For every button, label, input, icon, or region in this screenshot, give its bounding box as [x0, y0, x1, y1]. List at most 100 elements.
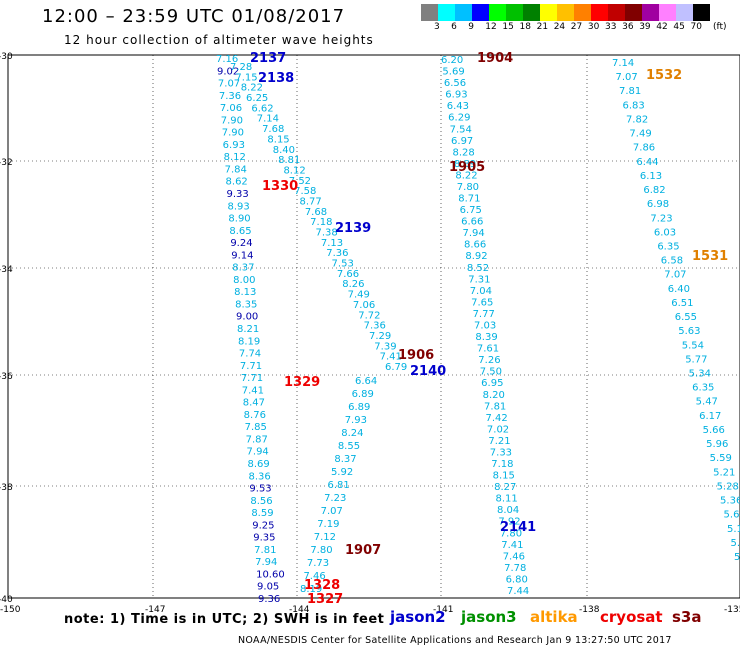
- swh-value-track-b: 7.18: [310, 217, 332, 228]
- color-swatch: [421, 4, 438, 21]
- track-label: 1328: [304, 578, 340, 593]
- color-swatch: [676, 4, 693, 21]
- swh-value-track-e: 6.44: [636, 157, 658, 168]
- swh-value-track-c: 7.50: [480, 367, 502, 378]
- color-swatch: [642, 4, 659, 21]
- satellite-cryosat: cryosat: [600, 608, 663, 626]
- swh-value-track-a: 9.00: [236, 312, 258, 323]
- track-label: 2141: [500, 520, 536, 535]
- swh-value-track-e: 7.23: [650, 213, 672, 224]
- swh-value-track-a: 8.65: [229, 226, 251, 237]
- swh-value-track-e: 5.63: [678, 326, 700, 337]
- track-label: 1905: [449, 160, 485, 175]
- swh-value-track-c: 8.28: [452, 147, 474, 158]
- swh-value-track-a: 8.69: [248, 459, 270, 470]
- swh-value-track-b: 7.72: [358, 310, 380, 321]
- color-swatch: [540, 4, 557, 21]
- swh-value-track-c: 8.20: [483, 390, 505, 401]
- swh-value-track-a: 8.59: [251, 508, 273, 519]
- color-legend-label: 33: [605, 22, 617, 32]
- swh-value-track-d: 6.89: [352, 389, 374, 400]
- swh-value-track-e: 5.28: [717, 481, 739, 492]
- swh-value-track-a: 7.90: [221, 115, 243, 126]
- swh-value-track-d: 8.19: [300, 584, 322, 595]
- credit-line: NOAA/NESDIS Center for Satellite Applica…: [238, 635, 672, 646]
- swh-value-track-a: 9.53: [249, 484, 271, 495]
- lon-label: -144: [289, 605, 310, 615]
- swh-value-track-e: 5.66: [703, 425, 725, 436]
- swh-value-track-e: 6.35: [692, 383, 714, 394]
- swh-value-track-a: 9.36: [258, 594, 280, 605]
- swh-value-track-a: 8.62: [226, 177, 248, 188]
- swh-value-track-e: 5.47: [696, 397, 718, 408]
- swh-value-track-d: 5.92: [331, 467, 353, 478]
- swh-value-track-b: 7.52: [289, 176, 311, 187]
- swh-value-track-a: 9.24: [230, 238, 252, 249]
- swh-value-track-e: 7.07: [615, 72, 637, 83]
- color-swatch: [608, 4, 625, 21]
- swh-value-track-a: 8.12: [224, 152, 246, 163]
- color-swatch: [625, 4, 642, 21]
- swh-value-track-c: 7.94: [463, 228, 485, 239]
- swh-value-track-e: 6.13: [640, 171, 662, 182]
- swh-value-track-d: 8.55: [338, 441, 360, 452]
- track-label: 2140: [410, 364, 446, 379]
- color-swatch: [557, 4, 574, 21]
- swh-value-track-d: 8.37: [334, 454, 356, 465]
- swh-value-track-a: 7.16: [216, 54, 238, 65]
- swh-value-track-b: 6.25: [246, 93, 268, 104]
- swh-value-track-b: 7.66: [337, 269, 359, 280]
- swh-value-track-b: 7.06: [353, 300, 375, 311]
- swh-value-track-c: 7.42: [485, 413, 507, 424]
- satellite-jason3: jason3: [461, 608, 517, 626]
- lon-label: -150: [0, 605, 21, 615]
- swh-value-track-e: 5.59: [710, 453, 732, 464]
- swh-value-track-b: 7.39: [374, 341, 396, 352]
- swh-value-track-a: 8.47: [243, 398, 265, 409]
- color-swatch: [455, 4, 472, 21]
- swh-value-track-a: 8.93: [227, 201, 249, 212]
- swh-value-track-b: 8.77: [299, 196, 321, 207]
- swh-value-track-c: 7.54: [450, 124, 472, 135]
- swh-value-track-e: 6.55: [675, 312, 697, 323]
- swh-value-track-c: 7.81: [484, 401, 506, 412]
- lat-label: -40: [0, 595, 13, 605]
- swh-value-track-a: 7.90: [222, 128, 244, 139]
- swh-value-track-c: 7.18: [491, 459, 513, 470]
- swh-value-track-e: 5.1: [727, 524, 740, 535]
- lat-label: -32: [0, 158, 13, 168]
- swh-value-track-c: 8.89: [454, 159, 476, 170]
- swh-value-track-a: 9.33: [227, 189, 249, 200]
- swh-value-track-e: 6.51: [671, 298, 693, 309]
- swh-value-track-c: 8.39: [475, 332, 497, 343]
- swh-value-track-d: 7.73: [307, 558, 329, 569]
- swh-value-track-e: 6.17: [699, 411, 721, 422]
- swh-value-track-a: 7.06: [220, 103, 242, 114]
- lat-label: -34: [0, 265, 13, 275]
- swh-value-track-a: 8.13: [234, 287, 256, 298]
- swh-value-track-a: 8.90: [228, 214, 250, 225]
- color-legend-label: 21: [536, 22, 549, 32]
- swh-value-track-a: 8.21: [237, 324, 259, 335]
- swh-value-track-b: 7.36: [364, 321, 386, 332]
- color-swatch: [574, 4, 591, 21]
- swh-value-track-a: 7.41: [242, 385, 264, 396]
- swh-value-track-a: 6.93: [223, 140, 245, 151]
- swh-value-track-a: 10.60: [256, 569, 285, 580]
- swh-value-track-d: 7.80: [310, 545, 332, 556]
- swh-value-track-a: 7.71: [241, 373, 263, 384]
- swh-value-track-c: 7.61: [477, 344, 499, 355]
- color-legend-label: 70: [690, 22, 702, 32]
- swh-value-track-b: 8.12: [283, 165, 305, 176]
- swh-value-track-e: 5.54: [682, 340, 704, 351]
- swh-value-track-c: 6.93: [445, 90, 467, 101]
- swh-value-track-d: 6.64: [355, 376, 377, 387]
- swh-value-track-e: 6.82: [643, 185, 665, 196]
- swh-value-track-e: 5.64: [724, 510, 740, 521]
- swh-value-track-b: 7.15: [235, 72, 257, 83]
- map-subtitle: 12 hour collection of altimeter wave hei…: [64, 33, 374, 47]
- swh-value-track-e: 6.98: [647, 199, 669, 210]
- swh-value-track-a: 9.25: [252, 520, 274, 531]
- swh-value-track-e: 7.81: [619, 86, 641, 97]
- color-swatch: [472, 4, 489, 21]
